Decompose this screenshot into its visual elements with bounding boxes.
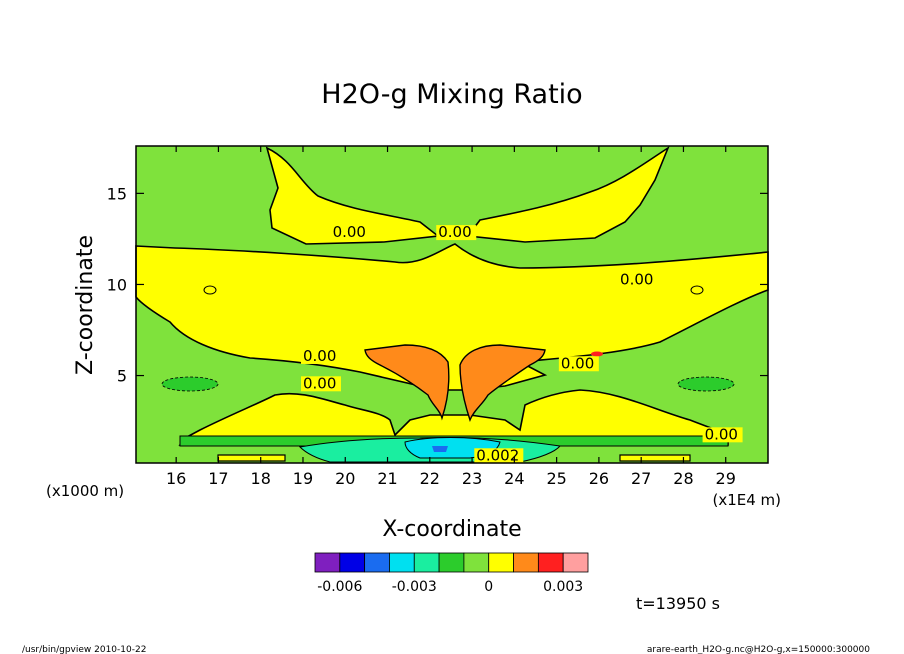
y-tick-label: 5 bbox=[117, 367, 127, 386]
x-tick-label: 29 bbox=[716, 469, 736, 488]
x-tick-label: 23 bbox=[462, 469, 482, 488]
contour-label-bg bbox=[300, 348, 341, 364]
colorbar-swatch bbox=[413, 552, 440, 573]
colorbar-swatch bbox=[364, 552, 390, 573]
upper-left-yellow-lobe bbox=[265, 146, 441, 245]
surface-blue-spot bbox=[432, 446, 448, 452]
x-unit-label: (x1E4 m) bbox=[712, 491, 781, 509]
footer-left: /usr/bin/gpview 2010-10-22 bbox=[22, 645, 146, 654]
x-tick-label: 24 bbox=[504, 469, 524, 488]
x-tick-label: 28 bbox=[673, 469, 693, 488]
yellow-island-left bbox=[203, 285, 217, 295]
footer-right: arare-earth_H2O-g.nc@H2O-g,x=150000:3000… bbox=[647, 645, 870, 654]
colorbar-tick-label: -0.006 bbox=[317, 579, 362, 595]
time-label: t=13950 s bbox=[636, 594, 720, 613]
lower-yellow-band bbox=[178, 389, 729, 446]
plot-frame bbox=[135, 145, 769, 464]
colorbar-swatch bbox=[537, 552, 564, 573]
contour-label-bg bbox=[300, 376, 341, 392]
contour-label: 0.00 bbox=[303, 374, 336, 392]
left-orange-lobe bbox=[364, 344, 450, 421]
colorbar-swatch bbox=[339, 552, 366, 573]
colorbar-tick-label: 0.003 bbox=[543, 579, 583, 595]
x-tick-label: 19 bbox=[293, 469, 313, 488]
x-axis-label: X-coordinate bbox=[382, 517, 521, 542]
x-axis: 16 17 18 19 20 21 22 23 24 25 26 27 28 29 bbox=[166, 146, 736, 488]
left-light-patch bbox=[161, 376, 219, 392]
contour-label-bg bbox=[618, 272, 659, 288]
x-tick-label: 18 bbox=[251, 469, 271, 488]
upper-right-yellow-lobe bbox=[466, 145, 670, 243]
x-tick-label: 25 bbox=[546, 469, 566, 488]
y-tick-label: 10 bbox=[107, 275, 127, 294]
contour-labels: 0.00 0.00 0.00 0.00 0.00 0.00 0.00 0.002 bbox=[300, 223, 743, 464]
colorbar-swatch bbox=[389, 552, 415, 573]
x-tick-label: 16 bbox=[166, 469, 186, 488]
contour-label: 0.00 bbox=[705, 425, 738, 443]
red-spot-right bbox=[591, 351, 603, 357]
plot-area: 0.00 0.00 0.00 0.00 0.00 0.00 0.00 0.002 bbox=[135, 145, 769, 464]
colorbar-swatch bbox=[438, 552, 465, 573]
colorbar-tick-label: -0.003 bbox=[392, 579, 437, 595]
contour-label-bg bbox=[702, 427, 743, 443]
contour-label: 0.00 bbox=[438, 223, 471, 241]
contour-label: 0.00 bbox=[333, 223, 366, 241]
yellow-island-right bbox=[690, 285, 704, 295]
x-tick-label: 17 bbox=[208, 469, 228, 488]
right-orange-lobe bbox=[459, 344, 546, 423]
main-yellow-band bbox=[135, 243, 769, 391]
colorbar-tick-label: 0 bbox=[484, 579, 493, 595]
colorbar-swatch bbox=[513, 552, 539, 573]
colorbar-swatch bbox=[314, 552, 341, 573]
y-unit-label: (x1000 m) bbox=[46, 482, 124, 500]
contour-label: 0.00 bbox=[561, 354, 594, 372]
x-tick-label: 22 bbox=[420, 469, 440, 488]
contour-label-bg bbox=[436, 225, 477, 241]
contour-label: 0.002 bbox=[476, 446, 519, 464]
y-axis-label: Z-coordinate bbox=[73, 235, 98, 375]
chart-title: H2O-g Mixing Ratio bbox=[321, 79, 582, 110]
contour-label: 0.00 bbox=[303, 347, 336, 365]
colorbar-swatch bbox=[463, 552, 490, 573]
x-tick-label: 26 bbox=[589, 469, 609, 488]
y-tick-label: 15 bbox=[107, 184, 127, 203]
x-tick-label: 20 bbox=[335, 469, 355, 488]
colorbar-swatch bbox=[488, 552, 514, 573]
y-axis: 5 10 15 bbox=[107, 184, 768, 386]
colorbar: -0.006 -0.003 0 0.003 bbox=[314, 552, 589, 595]
colorbar-swatch bbox=[562, 552, 589, 573]
x-tick-label: 21 bbox=[377, 469, 397, 488]
contour-label-bg bbox=[558, 356, 599, 372]
x-tick-label: 27 bbox=[631, 469, 651, 488]
contour-label: 0.00 bbox=[620, 270, 653, 288]
right-light-patch bbox=[677, 376, 735, 392]
contour-label-bg bbox=[330, 225, 371, 241]
contour-label-bg bbox=[474, 448, 524, 464]
